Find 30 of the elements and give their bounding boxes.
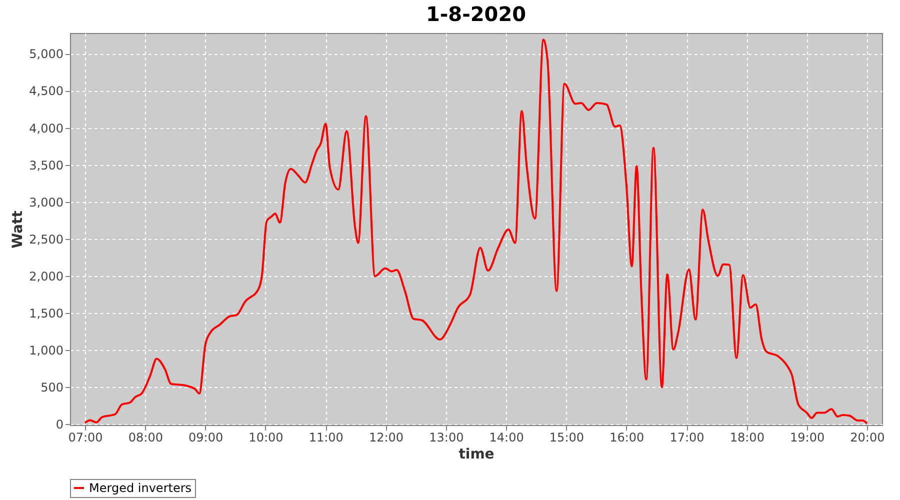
x-tick-label: 18:00 [730,430,764,444]
x-tick-label: 17:00 [670,430,704,444]
x-tick-label: 19:00 [790,430,825,444]
legend-label: Merged inverters [89,481,192,495]
x-tick-label: 15:00 [549,430,584,444]
x-tick-label: 09:00 [188,430,224,444]
x-tick-label: 14:00 [489,430,524,444]
line-series [84,38,868,425]
y-tick-label: 1,000 [29,343,64,358]
x-tick-label: 07:00 [68,430,103,444]
chart-title: 1-8-2020 [426,2,526,26]
y-tick-label: 1,500 [29,306,64,320]
y-tick-label: 4,500 [29,84,64,98]
y-tick-label: 5,000 [29,47,64,62]
y-tick-label: 0 [56,417,64,432]
x-tick-label: 20:00 [850,430,885,444]
x-tick-label: 11:00 [308,430,344,444]
x-tick-label: 12:00 [368,430,404,444]
y-tick-label: 3,500 [29,158,64,172]
x-tick-label: 08:00 [128,430,163,444]
y-tick-label: 2,000 [29,269,64,284]
y-tick-label: 500 [40,380,64,394]
y-tick-label: 4,000 [29,121,64,136]
y-tick-label: 3,000 [29,195,64,210]
x-axis-title: time [458,446,494,462]
y-axis-title: Watt [10,210,26,248]
x-tick-label: 16:00 [610,430,644,444]
x-tick-label: 13:00 [429,430,464,444]
y-tick-label: 2,500 [29,232,64,246]
x-tick-label: 10:00 [248,430,284,444]
